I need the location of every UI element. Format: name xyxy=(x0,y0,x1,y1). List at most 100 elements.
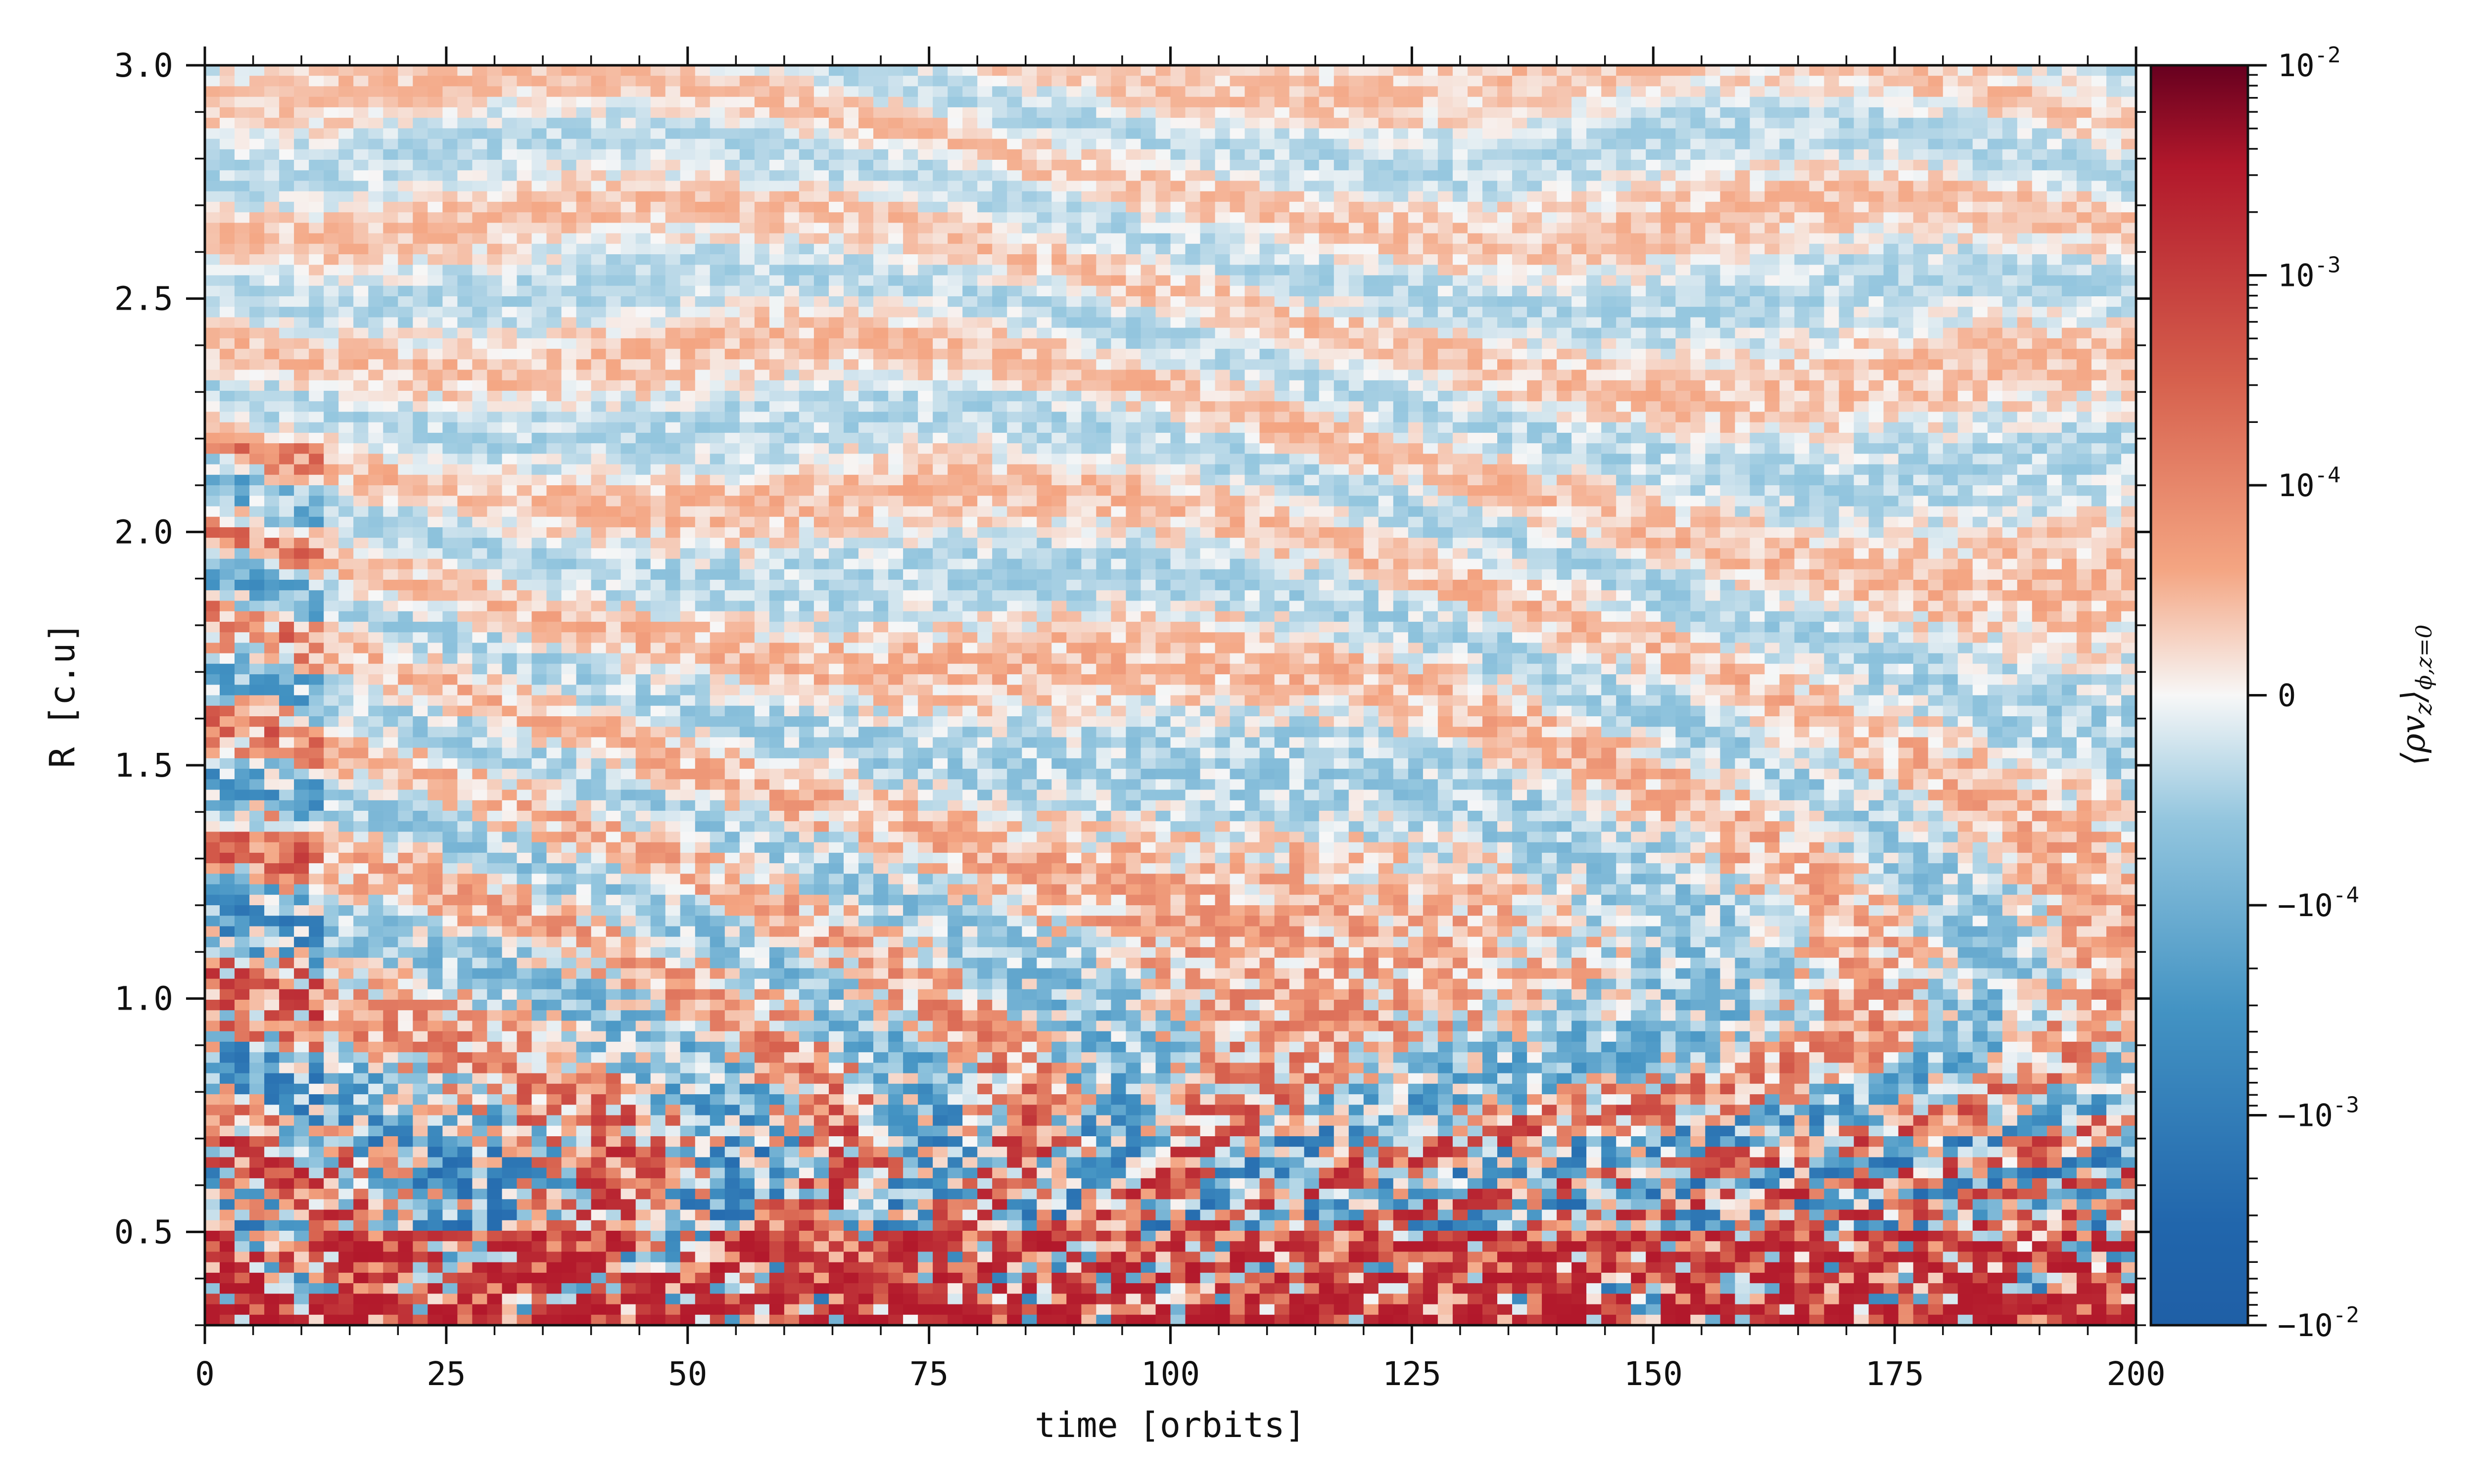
heatmap-cell xyxy=(309,370,325,381)
heatmap-cell xyxy=(1096,443,1112,455)
heatmap-cell xyxy=(1616,432,1632,444)
heatmap-cell xyxy=(1037,223,1052,234)
heatmap-cell xyxy=(710,454,725,465)
heatmap-cell xyxy=(799,349,814,360)
heatmap-cell xyxy=(1898,181,1914,192)
heatmap-cell xyxy=(724,454,740,465)
heatmap-cell xyxy=(1319,128,1334,139)
heatmap-cell xyxy=(1081,233,1097,244)
heatmap-cell xyxy=(695,160,711,171)
heatmap-cell xyxy=(546,181,562,192)
heatmap-cell xyxy=(1200,370,1216,381)
heatmap-cell xyxy=(1809,170,1825,182)
heatmap-cell xyxy=(1764,349,1780,360)
heatmap-cell xyxy=(1631,401,1647,413)
heatmap-cell xyxy=(606,454,621,465)
heatmap-cell xyxy=(1809,370,1825,381)
heatmap-cell xyxy=(710,412,725,423)
heatmap-cell xyxy=(2091,65,2107,77)
heatmap-cell xyxy=(1675,443,1691,455)
heatmap-cell xyxy=(769,191,785,202)
heatmap-cell xyxy=(1304,401,1320,413)
heatmap-cell xyxy=(1527,285,1543,297)
heatmap-cell xyxy=(1794,96,1810,108)
heatmap-cell xyxy=(1987,422,2003,433)
heatmap-cell xyxy=(1230,160,1245,171)
heatmap-cell xyxy=(1111,338,1127,350)
heatmap-cell xyxy=(1007,464,1023,475)
heatmap-cell xyxy=(1542,359,1558,371)
heatmap-cell xyxy=(1601,327,1617,339)
heatmap-cell xyxy=(1096,296,1112,308)
heatmap-cell xyxy=(1527,65,1543,77)
heatmap-cell xyxy=(1557,317,1572,328)
heatmap-cell xyxy=(1408,454,1424,465)
heatmap-cell xyxy=(576,76,592,87)
heatmap-cell xyxy=(1809,412,1825,423)
heatmap-cell xyxy=(1557,160,1572,171)
heatmap-cell xyxy=(606,338,621,350)
heatmap-cell xyxy=(1854,86,1869,97)
heatmap-cell xyxy=(635,243,651,255)
heatmap-cell xyxy=(2046,296,2062,308)
heatmap-cell xyxy=(784,327,800,339)
heatmap-cell xyxy=(1972,275,1988,286)
heatmap-cell xyxy=(1586,181,1602,192)
heatmap-cell xyxy=(1898,107,1914,119)
heatmap-cell xyxy=(1215,201,1231,213)
heatmap-cell xyxy=(1378,107,1394,119)
heatmap-cell xyxy=(546,170,562,182)
heatmap-cell xyxy=(1126,160,1142,171)
heatmap-cell xyxy=(680,139,696,150)
heatmap-cell xyxy=(338,128,354,139)
heatmap-cell xyxy=(294,275,310,286)
heatmap-cell xyxy=(1883,254,1899,266)
heatmap-cell xyxy=(546,338,562,350)
heatmap-cell xyxy=(2017,223,2033,234)
heatmap-cell xyxy=(353,285,369,297)
heatmap-cell xyxy=(1972,128,1988,139)
heatmap-cell xyxy=(1913,181,1929,192)
heatmap-cell xyxy=(1972,349,1988,360)
heatmap-cell xyxy=(1170,160,1186,171)
heatmap-cell xyxy=(829,464,844,475)
heatmap-cell xyxy=(2002,243,2018,255)
heatmap-cell xyxy=(1690,212,1706,224)
heatmap-cell xyxy=(1393,349,1409,360)
heatmap-cell xyxy=(710,107,725,119)
heatmap-cell xyxy=(1943,212,1958,224)
heatmap-cell xyxy=(1987,160,2003,171)
heatmap-cell xyxy=(1735,275,1751,286)
heatmap-cell xyxy=(724,317,740,328)
heatmap-cell xyxy=(1155,212,1171,224)
heatmap-cell xyxy=(1661,254,1676,266)
heatmap-cell xyxy=(1215,432,1231,444)
heatmap-cell xyxy=(1675,412,1691,423)
heatmap-cell xyxy=(1883,412,1899,423)
heatmap-cell xyxy=(472,432,488,444)
heatmap-cell xyxy=(442,76,458,87)
heatmap-cell xyxy=(205,139,220,150)
heatmap-cell xyxy=(1393,443,1409,455)
heatmap-cell xyxy=(813,422,829,433)
heatmap-cell xyxy=(873,160,889,171)
heatmap-cell xyxy=(1437,412,1453,423)
heatmap-cell xyxy=(1616,422,1632,433)
heatmap-cell xyxy=(1274,443,1290,455)
heatmap-cell xyxy=(2061,243,2077,255)
heatmap-cell xyxy=(1185,359,1201,371)
heatmap-cell xyxy=(650,65,666,77)
heatmap-cell xyxy=(1200,96,1216,108)
heatmap-cell xyxy=(2091,139,2107,150)
heatmap-cell xyxy=(1244,307,1260,318)
heatmap-cell xyxy=(650,191,666,202)
heatmap-cell xyxy=(1081,212,1097,224)
heatmap-cell xyxy=(1631,275,1647,286)
heatmap-cell xyxy=(1571,391,1587,402)
heatmap-cell xyxy=(695,96,711,108)
heatmap-cell xyxy=(1081,65,1097,77)
heatmap-cell xyxy=(205,96,220,108)
heatmap-cell xyxy=(903,223,919,234)
heatmap-cell xyxy=(1913,96,1929,108)
heatmap-cell xyxy=(1557,327,1572,339)
